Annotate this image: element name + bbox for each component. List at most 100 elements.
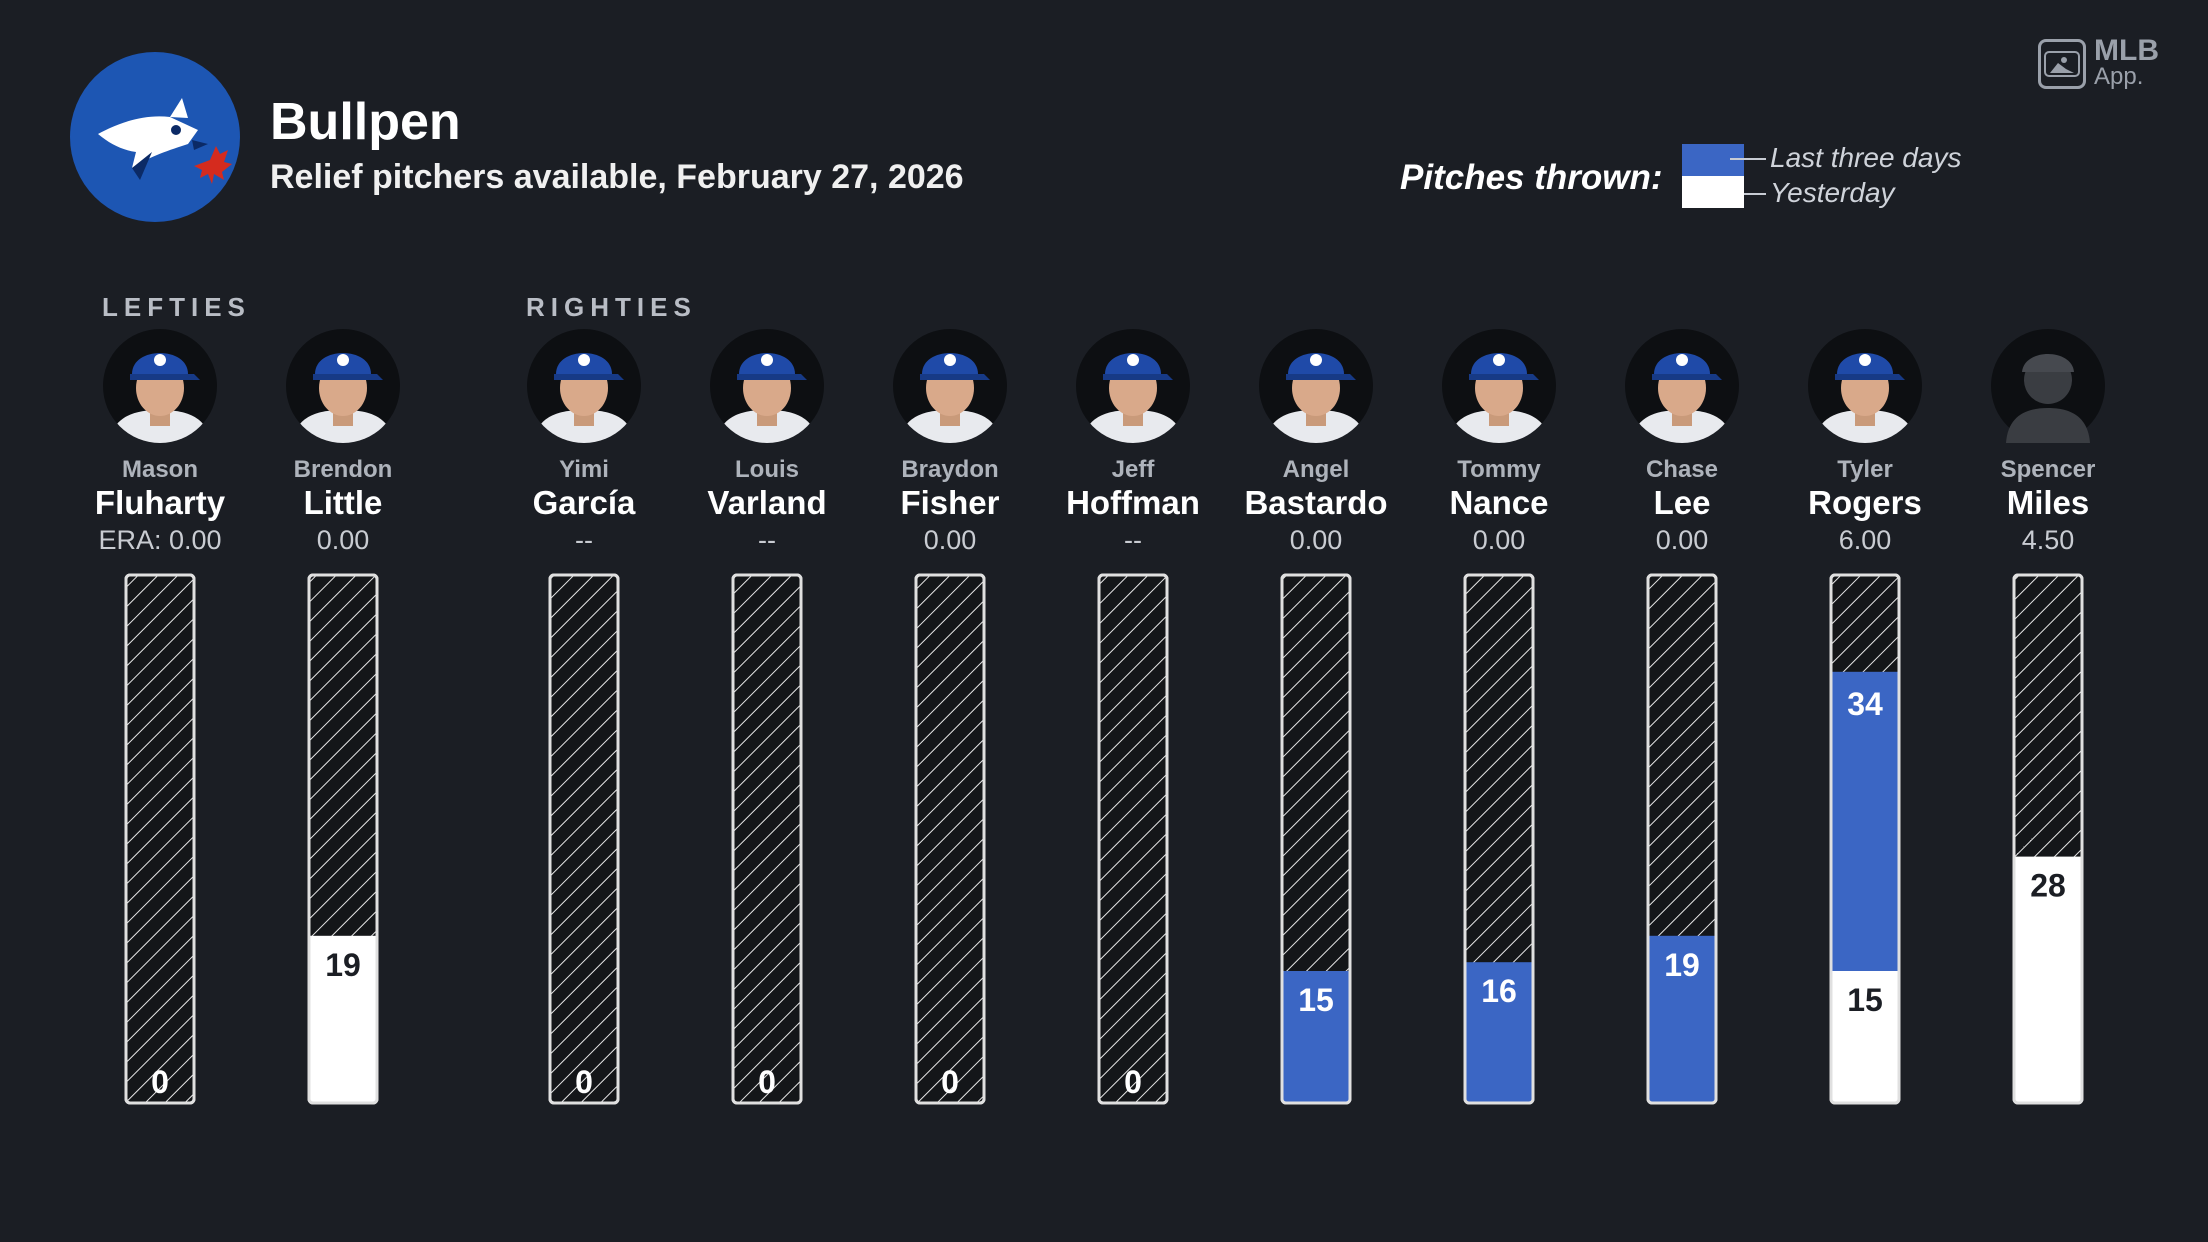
legend-swatch-last-three-days (1682, 144, 1744, 176)
bar-track (548, 573, 620, 1105)
bar-value-label: 16 (1481, 973, 1517, 1009)
bar-track (914, 573, 986, 1105)
player-photo (1076, 329, 1190, 443)
player-era: -- (575, 525, 593, 555)
blue-jay-icon (98, 98, 232, 184)
legend-swatch-yesterday (1682, 176, 1744, 208)
player-last-name: Miles (2007, 484, 2090, 521)
player-era: 6.00 (1839, 525, 1892, 555)
player-era: -- (1124, 525, 1142, 555)
bar-track (731, 573, 803, 1105)
bar-outline (731, 573, 803, 1105)
player-last-name: Rogers (1808, 484, 1922, 521)
bar-value-label: 28 (2030, 868, 2066, 904)
bar-yesterday (309, 935, 377, 1103)
legend-label: Pitches thrown: (1400, 158, 1663, 197)
player-era: ERA: 0.00 (98, 525, 221, 555)
bar-last-three-days (1831, 671, 1899, 971)
mlb-wordmark: MLB (2094, 34, 2159, 67)
legend-last-three-days: Last three days (1770, 142, 1962, 173)
bar-yesterday (1831, 971, 1899, 1103)
player-first-name: Yimi (559, 456, 609, 483)
bar-value-label: 0 (1124, 1064, 1142, 1100)
player-first-name: Tommy (1457, 456, 1541, 483)
bar-outline (548, 573, 620, 1105)
player-last-name: Little (304, 484, 383, 521)
player-last-name: Hoffman (1066, 484, 1200, 521)
bar-value-label: 19 (1664, 947, 1700, 983)
bar-outline (1829, 573, 1901, 1105)
player-last-name: Lee (1654, 484, 1711, 521)
player-photo (893, 329, 1007, 443)
bar-last-three-days (1648, 935, 1716, 1103)
bar-value-label: 0 (151, 1064, 169, 1100)
team-logo (70, 52, 240, 222)
page-subtitle: Relief pitchers available, February 27, … (270, 158, 964, 196)
bar-value-label: 15 (1298, 982, 1334, 1018)
player-last-name: Fluharty (95, 484, 226, 521)
player-last-name: Fisher (900, 484, 999, 521)
player-last-name: García (533, 484, 636, 521)
bar-outline (914, 573, 986, 1105)
bar-outline (2012, 573, 2084, 1105)
bar-outline (1097, 573, 1169, 1105)
player-era: 4.50 (2022, 525, 2075, 555)
player-first-name: Chase (1646, 456, 1718, 483)
player-first-name: Brendon (294, 456, 393, 483)
player-first-name: Angel (1283, 456, 1350, 483)
player-photo (1625, 329, 1739, 443)
bar-value-label: 0 (758, 1064, 776, 1100)
player-first-name: Louis (735, 456, 799, 483)
section-lefties: LEFTIES (102, 292, 251, 322)
legend-connector (1744, 193, 1766, 195)
player-photo (286, 329, 400, 443)
player-photo (1442, 329, 1556, 443)
bar-track (1097, 573, 1169, 1105)
player-era: 0.00 (317, 525, 370, 555)
bar-value-label: 15 (1847, 982, 1883, 1018)
player-first-name: Tyler (1837, 456, 1893, 483)
page-title: Bullpen (270, 93, 461, 151)
bar-outline (1646, 573, 1718, 1105)
player-last-name: Bastardo (1244, 484, 1387, 521)
player-first-name: Mason (122, 456, 198, 483)
bar-outline (307, 573, 379, 1105)
player-era: 0.00 (1290, 525, 1343, 555)
silhouette-icon (1991, 329, 2105, 443)
bar-yesterday (2014, 856, 2082, 1103)
bar-outline (124, 573, 196, 1105)
bar-value-label: 34 (1847, 686, 1883, 722)
player-last-name: Varland (707, 484, 826, 521)
player-first-name: Braydon (901, 456, 998, 483)
player-photo (103, 329, 217, 443)
bar-last-three-days (1465, 962, 1533, 1103)
player-photo (710, 329, 824, 443)
section-righties: RIGHTIES (526, 292, 697, 322)
bar-value-label: 0 (575, 1064, 593, 1100)
bar-last-three-days (1282, 971, 1350, 1103)
bar-value-label: 19 (325, 947, 361, 983)
bar-outline (1280, 573, 1352, 1105)
bar-outline (1463, 573, 1535, 1105)
bar-track (124, 573, 196, 1105)
player-last-name: Nance (1449, 484, 1548, 521)
mlb-logo-icon (2038, 39, 2086, 89)
player-photo (527, 329, 641, 443)
mlb-app-logo: MLB App. (2038, 34, 2159, 94)
bar-value-label: 0 (941, 1064, 959, 1100)
player-era: 0.00 (1473, 525, 1526, 555)
player-first-name: Spencer (2001, 456, 2096, 483)
player-era: -- (758, 525, 776, 555)
